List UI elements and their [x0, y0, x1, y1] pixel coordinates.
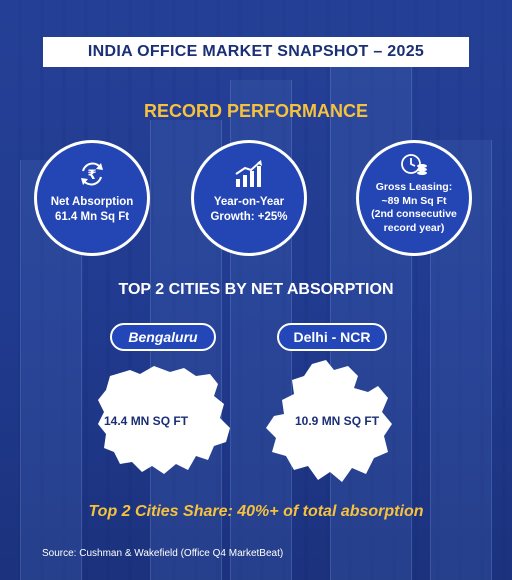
city-value-bengaluru: 14.4 MN SQ FT	[104, 414, 189, 428]
section-title-top-cities: TOP 2 CITIES BY NET ABSORPTION	[118, 281, 394, 298]
city-value-delhi-ncr: 10.9 MN SQ FT	[295, 414, 380, 428]
bengaluru-map-shape	[98, 366, 230, 474]
growth-chart-icon	[233, 159, 265, 189]
background-building	[330, 60, 412, 580]
city-pill-delhi-ncr: Delhi - NCR	[277, 323, 387, 351]
stat-value: 61.4 Mn Sq Ft	[54, 211, 130, 223]
stat-circle-net-absorption: ₹ Net Absorption 61.4 Mn Sq Ft	[34, 140, 150, 256]
stat-note: (2nd consecutive	[371, 208, 457, 220]
page-title: INDIA OFFICE MARKET SNAPSHOT – 2025	[87, 43, 425, 60]
top-cities-share-text: Top 2 Cities Share: 40%+ of total absorp…	[88, 503, 424, 520]
svg-text:₹: ₹	[87, 168, 96, 183]
stat-value: ~89 Mn Sq Ft	[381, 194, 447, 207]
stat-label: Year-on-Year	[213, 196, 285, 208]
stat-label: Net Absorption	[50, 196, 134, 208]
stat-value: Growth: +25%	[210, 211, 288, 223]
clock-coins-icon	[400, 153, 428, 177]
stat-note: record year)	[383, 221, 445, 234]
city-pill-bengaluru: Bengaluru	[110, 323, 216, 351]
stat-circle-gross-leasing: Gross Leasing: ~89 Mn Sq Ft (2nd consecu…	[356, 140, 472, 256]
stat-circle-yoy-growth: Year-on-Year Growth: +25%	[191, 140, 307, 256]
rupee-cycle-icon: ₹	[77, 159, 107, 189]
delhi-ncr-map-shape	[266, 360, 392, 482]
source-note: Source: Cushman & Wakefield (Office Q4 M…	[42, 548, 284, 559]
stat-label: Gross Leasing:	[375, 181, 453, 193]
section-title-performance: RECORD PERFORMANCE	[143, 101, 368, 121]
title-banner: INDIA OFFICE MARKET SNAPSHOT – 2025	[43, 37, 469, 67]
